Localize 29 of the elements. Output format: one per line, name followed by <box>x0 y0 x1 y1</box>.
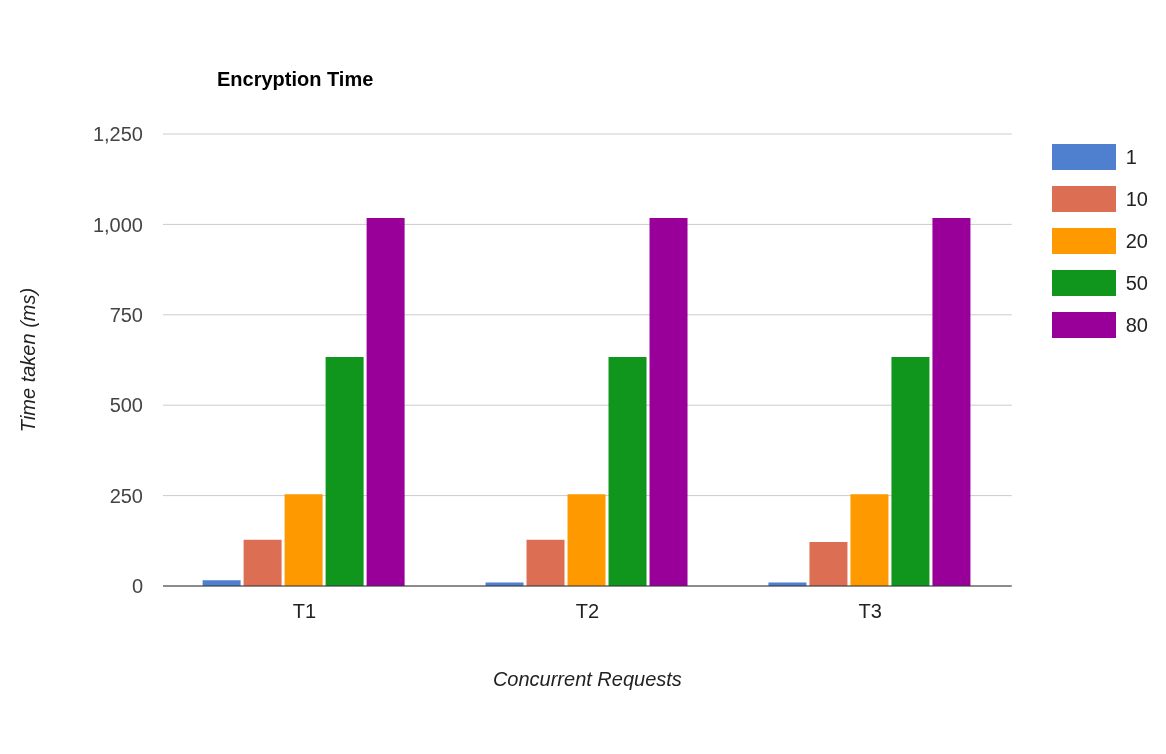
legend-label: 10 <box>1124 186 1148 212</box>
y-tick-label: 750 <box>109 303 143 326</box>
bar <box>526 539 565 586</box>
bar <box>284 494 323 586</box>
y-tick-label: 500 <box>109 394 143 417</box>
y-tick-label: 1,000 <box>92 213 143 236</box>
legend-label: 20 <box>1124 228 1148 254</box>
x-tick-label: T1 <box>292 600 317 623</box>
legend-label: 80 <box>1124 312 1148 338</box>
bar <box>325 357 364 586</box>
legend-label: 1 <box>1124 144 1138 170</box>
y-tick-label: 1,250 <box>92 123 143 146</box>
x-axis-title: Concurrent Requests <box>492 668 682 690</box>
bar <box>809 541 848 586</box>
y-tick-label: 0 <box>131 575 143 598</box>
legend-label: 50 <box>1124 270 1148 296</box>
x-tick-label: T3 <box>858 600 882 623</box>
bar <box>366 217 405 586</box>
y-axis-title: Time taken (ms) <box>17 287 40 433</box>
bar <box>850 494 889 586</box>
bar <box>649 217 688 586</box>
x-tick-label: T2 <box>575 600 600 623</box>
bar <box>567 494 606 586</box>
bar <box>891 357 930 586</box>
chart-title: Encryption Time <box>217 68 374 91</box>
bar <box>243 539 282 586</box>
bar <box>608 357 647 586</box>
y-tick-label: 250 <box>109 484 143 507</box>
bar <box>932 217 971 586</box>
